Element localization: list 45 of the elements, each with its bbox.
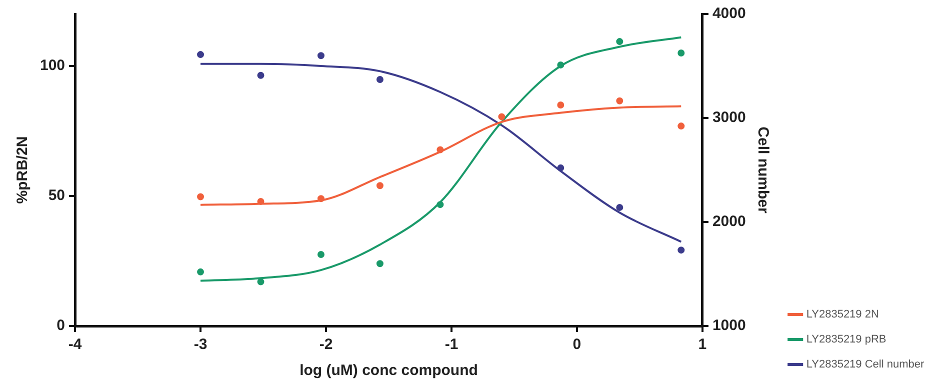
line-series (200, 62, 682, 243)
y-tick-label: 0 (56, 317, 66, 334)
point (678, 122, 685, 130)
point (678, 246, 685, 254)
x-tick-label: 0 (572, 336, 582, 354)
point (557, 102, 564, 108)
legend-label: LY2835219 pRB (806, 334, 886, 346)
x-tick-label: -2 (319, 336, 333, 354)
line-series (200, 105, 682, 206)
point (376, 182, 384, 190)
x-tick-label: 1 (698, 336, 707, 354)
y-tick-label: 100 (40, 57, 66, 74)
y-axis-title: %pRB/2N (14, 136, 32, 204)
point (436, 146, 444, 154)
point (197, 268, 204, 276)
point (616, 204, 624, 211)
y2-tick-label: 4000 (712, 5, 746, 22)
legend-label: LY2835219 Cell number (806, 358, 924, 371)
point (498, 113, 506, 120)
y2-tick-label: 3000 (712, 109, 746, 126)
point (257, 198, 264, 205)
point (197, 193, 204, 200)
point (436, 201, 444, 208)
point (317, 195, 324, 202)
point (557, 164, 564, 172)
x-axis-title: log (uM) conc compound (300, 362, 478, 380)
y2-tick-label: 2000 (712, 213, 746, 230)
point (616, 38, 624, 46)
point (616, 97, 624, 104)
point (257, 278, 264, 286)
point (317, 52, 324, 60)
x-tick-label: -3 (194, 336, 208, 354)
point (197, 51, 204, 58)
x-tick-label: -4 (68, 336, 82, 354)
point (376, 76, 384, 84)
y-tick-label: 50 (48, 187, 66, 204)
y2-tick-label: 1000 (712, 317, 746, 334)
point (557, 61, 564, 68)
y2-axis-title: Cell number (754, 126, 772, 214)
point (678, 50, 685, 56)
point (317, 251, 324, 258)
point (257, 72, 264, 79)
point (376, 260, 384, 268)
x-tick-label: -1 (444, 336, 458, 354)
legend-label: LY2835219 2N (806, 308, 879, 321)
